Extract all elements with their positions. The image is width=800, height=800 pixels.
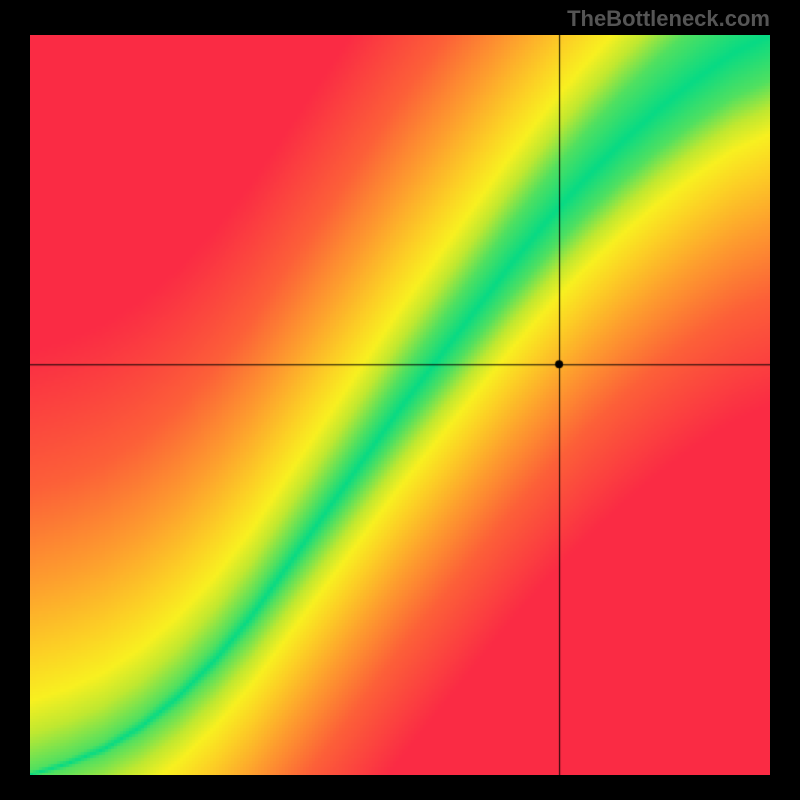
watermark-text: TheBottleneck.com [567,6,770,32]
heatmap-canvas [30,35,770,775]
bottleneck-heatmap [30,35,770,775]
